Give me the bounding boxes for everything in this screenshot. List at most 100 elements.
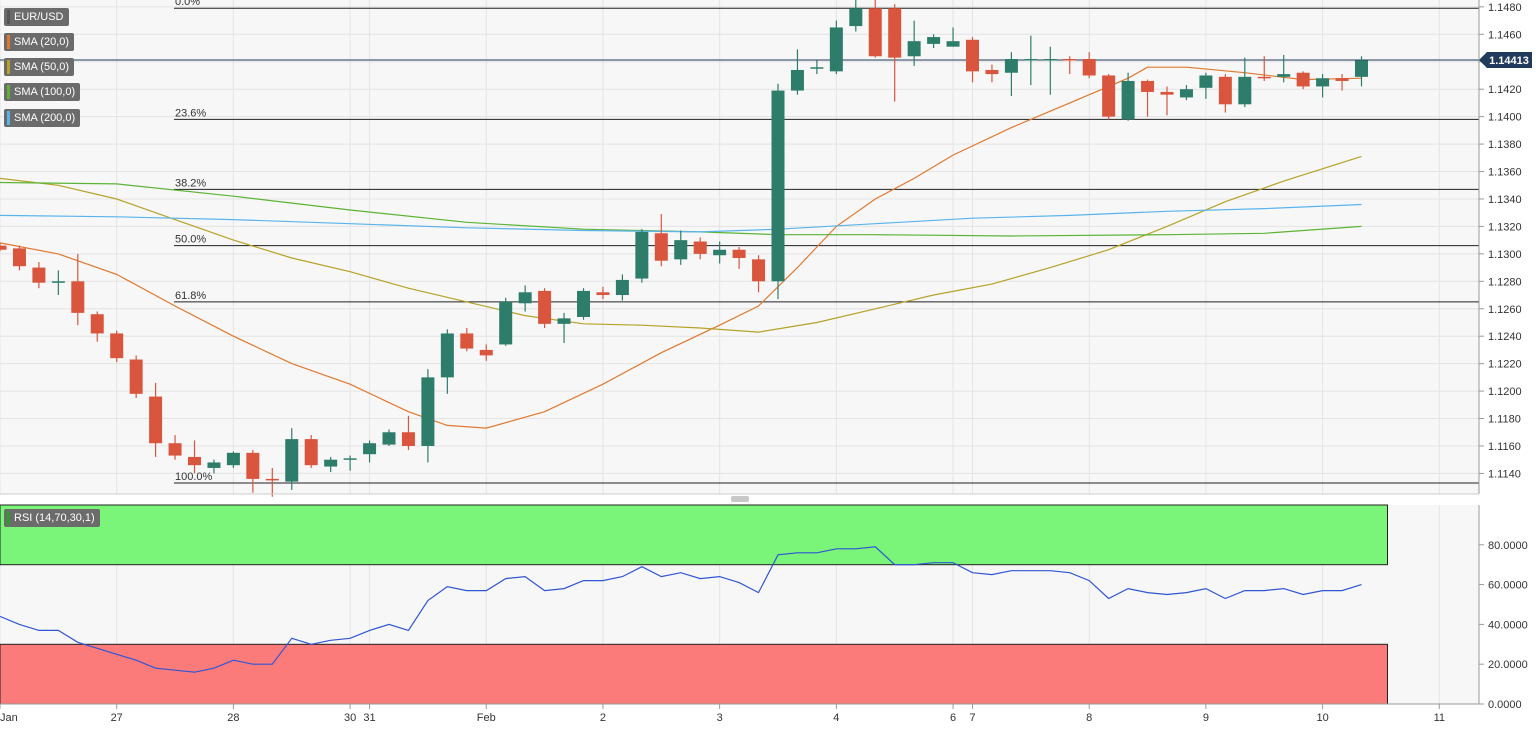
candle (324, 456, 338, 473)
legend-swatch (7, 111, 10, 125)
rsi-y-tick-label: 60.0000 (1488, 580, 1528, 592)
legend-label: SMA (20,0) (14, 36, 70, 48)
candle (1160, 86, 1174, 116)
candle (577, 288, 590, 320)
candle (654, 214, 668, 267)
candle (557, 312, 571, 344)
candle-body (713, 249, 727, 256)
candle-body (1121, 80, 1135, 120)
candle (868, 0, 882, 58)
candle-body (382, 432, 396, 445)
candle-body (927, 37, 941, 44)
rsi-oversold-zone (0, 643, 1388, 705)
candle-body (226, 452, 240, 466)
fibonacci-level-label: 0.0% (175, 0, 200, 8)
candle-body (635, 231, 649, 279)
candle (596, 286, 610, 300)
candle-body (868, 8, 882, 57)
candle (1179, 85, 1193, 101)
fibonacci-level-label: 100.0% (175, 471, 213, 483)
candle (888, 4, 902, 102)
candle-body (149, 396, 163, 444)
candle (1257, 56, 1271, 81)
panel-resize-handle (731, 496, 749, 502)
legend-swatch (7, 35, 10, 49)
candle-body (168, 443, 182, 456)
candle-body (0, 245, 7, 250)
candle (1063, 56, 1077, 75)
candle-body (246, 452, 260, 479)
candle-body (538, 290, 552, 324)
candle-body (752, 259, 766, 282)
x-tick-label: Jan (0, 712, 18, 724)
candle (966, 37, 979, 83)
candle-body (1160, 91, 1174, 95)
current-price-tag (1479, 51, 1532, 68)
candle-body (985, 69, 999, 75)
candle-body (1024, 59, 1038, 61)
candle-body (460, 333, 474, 349)
candle (752, 255, 766, 293)
fibonacci-level-label: 23.6% (175, 107, 206, 119)
candle-body (1316, 78, 1330, 87)
candle (1121, 72, 1135, 121)
candle-body (440, 333, 454, 378)
x-tick-label: 11 (1434, 712, 1445, 724)
candle-body (849, 8, 863, 27)
candle-body (110, 333, 124, 359)
candle (421, 369, 435, 463)
fibonacci-level-label: 50.0% (175, 234, 206, 246)
candle (440, 329, 454, 394)
fibonacci-level-label: 38.2% (175, 177, 206, 189)
y-tick-label: 1.1180 (1488, 414, 1521, 426)
candle (51, 270, 65, 296)
candle-body (1238, 76, 1252, 105)
y-tick-label: 1.1220 (1488, 359, 1522, 371)
candle (129, 355, 143, 398)
candle (265, 467, 279, 497)
candle-body (343, 458, 357, 460)
x-tick-label: 28 (227, 712, 239, 724)
candle-body (401, 432, 415, 446)
candle (1043, 46, 1057, 95)
candle-body (71, 281, 85, 313)
candle-body (888, 8, 902, 58)
candle-body (304, 439, 318, 466)
candle-body (674, 240, 688, 260)
candle (790, 49, 804, 95)
candle-body (188, 456, 201, 466)
candle (829, 20, 843, 75)
y-tick-label: 1.1380 (1488, 139, 1522, 151)
rsi-y-tick-label: 40.0000 (1488, 619, 1528, 631)
candle-body (693, 241, 707, 254)
candle (207, 459, 221, 474)
rsi-overbought-zone (0, 504, 1388, 566)
x-tick-label: 4 (833, 712, 839, 724)
candle (985, 64, 999, 83)
candle (168, 434, 182, 460)
legend-item-sma-50: SMA (50,0) (4, 58, 75, 76)
candle (538, 288, 552, 328)
candle-body (1043, 59, 1057, 61)
candle-body (1004, 59, 1018, 73)
candle (226, 451, 240, 468)
candle-body (421, 377, 435, 446)
candle (1277, 54, 1291, 83)
candle (1335, 74, 1349, 91)
candle-body (285, 439, 299, 482)
x-tick-label: 2 (600, 712, 606, 724)
candle-body (810, 67, 824, 69)
rsi-y-tick-label: 20.0000 (1488, 659, 1528, 671)
legend-label: SMA (50,0) (14, 61, 70, 73)
candle (732, 247, 746, 269)
y-tick-label: 1.1200 (1488, 386, 1522, 398)
x-tick-label: 27 (111, 712, 123, 724)
sma-line (0, 203, 1362, 233)
candle (1024, 35, 1038, 86)
candle (693, 237, 707, 260)
candle (849, 0, 863, 32)
y-tick-label: 1.1340 (1488, 194, 1522, 206)
rsi-y-tick-label: 80.0000 (1488, 540, 1528, 552)
candle (0, 242, 7, 252)
